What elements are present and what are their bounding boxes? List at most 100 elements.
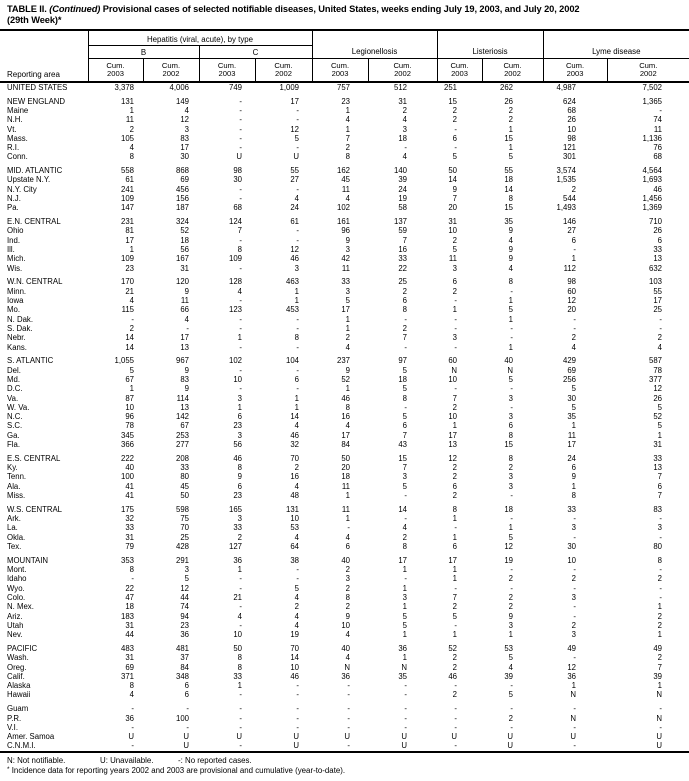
table-row: MID. ATLANTIC 558 868 98 55 162 140 50 55 3,574 4,… <box>0 166 689 175</box>
value-cell: - <box>131 741 134 751</box>
value-cell: 2 <box>452 690 458 700</box>
value-cell: 16 <box>398 245 408 255</box>
value-cell: - <box>296 323 300 333</box>
value-cell: 102 <box>228 356 242 366</box>
reporting-area-cell: Nev. <box>7 630 23 640</box>
value-cell: 74 <box>180 602 189 612</box>
value-cell: U <box>183 732 189 742</box>
value-cell: 2 <box>452 402 458 412</box>
value-cell: - <box>239 124 242 134</box>
reporting-area-cell: Okla. <box>7 532 26 542</box>
value-cell: 50 <box>180 490 189 500</box>
table-row: Ala. 41 45 6 4 11 5 6 3 1 6 <box>0 482 689 491</box>
value-cell: - <box>573 514 577 524</box>
value-cell: - <box>454 296 458 306</box>
value-cell: 9 <box>452 184 458 194</box>
value-cell: 24 <box>398 184 408 194</box>
value-cell: - <box>510 722 514 732</box>
value-cell: 2 <box>129 124 134 134</box>
value-cell: 1 <box>294 286 300 296</box>
value-cell: 53 <box>504 643 514 653</box>
value-cell: 131 <box>120 96 134 106</box>
value-cell: 9 <box>508 254 514 264</box>
reporting-area-cell: Wash. <box>7 653 29 663</box>
table-row: UNITED STATES 3,378 4,006 749 1,009 757 512 251… <box>0 82 689 92</box>
reporting-area-cell: NEW ENGLAND <box>7 96 66 106</box>
value-cell: 17 <box>180 143 189 153</box>
value-cell: 2 <box>402 105 408 115</box>
value-cell: 1 <box>345 384 351 394</box>
value-cell: U <box>656 741 663 751</box>
value-cell: - <box>239 235 242 245</box>
value-cell: 1,009 <box>279 82 300 92</box>
table-row: Calif. 371 348 33 46 36 35 46 39 36 39 <box>0 672 689 681</box>
reporting-area-cell: Nebr. <box>7 333 26 343</box>
value-cell: 7 <box>452 393 458 403</box>
value-cell: 12 <box>448 453 458 463</box>
column-header-cum-2002: Cum. 2002 <box>481 58 544 83</box>
value-cell: 109 <box>120 194 134 204</box>
value-cell: - <box>131 722 134 732</box>
value-cell: 6 <box>237 481 242 491</box>
value-cell: - <box>573 653 577 663</box>
value-cell: 4 <box>294 611 300 621</box>
reporting-area-cell: Calif. <box>7 671 25 681</box>
reporting-area-cell: Va. <box>7 393 19 403</box>
value-cell: 14 <box>504 184 514 194</box>
value-cell: - <box>239 314 242 324</box>
value-cell: - <box>659 532 663 542</box>
value-cell: 121 <box>563 143 577 153</box>
value-cell: 11 <box>341 481 351 491</box>
value-cell: 18 <box>504 175 514 185</box>
value-cell: 7 <box>402 430 408 440</box>
value-cell: 3 <box>571 630 577 640</box>
reporting-area-cell: D.C. <box>7 384 23 394</box>
header-group-row: Reporting area Hepatitis (viral, acute),… <box>0 28 689 83</box>
value-cell: 9 <box>345 611 351 621</box>
value-cell: 345 <box>120 430 134 440</box>
value-cell: - <box>296 722 300 732</box>
value-cell: 49 <box>653 643 663 653</box>
value-cell: - <box>659 105 663 115</box>
value-cell: 1 <box>402 630 408 640</box>
value-cell: 4 <box>345 630 351 640</box>
value-cell: 18 <box>398 374 408 384</box>
value-cell: 14 <box>290 412 300 422</box>
reporting-area-cell: PACIFIC <box>7 643 38 653</box>
value-cell: 83 <box>180 374 189 384</box>
value-cell: 1 <box>657 430 663 440</box>
document-title: TABLE II. (Continued) Provisional cases … <box>0 0 689 28</box>
value-cell: 33 <box>341 277 351 287</box>
value-cell: 8 <box>345 152 351 162</box>
value-cell: 624 <box>563 96 577 106</box>
reporting-area-cell: N. Dak. <box>7 314 33 324</box>
value-cell: 463 <box>286 277 300 287</box>
value-cell: 2 <box>345 333 351 343</box>
value-cell: 10 <box>290 662 300 672</box>
value-cell: 123 <box>228 305 242 315</box>
footnote-legend-dash: -: No reported cases. <box>178 755 252 765</box>
value-cell: 1,369 <box>642 203 663 213</box>
reporting-area-cell: S. Dak. <box>7 323 33 333</box>
value-cell: 31 <box>448 217 458 227</box>
value-cell: 20 <box>567 305 577 315</box>
value-cell: 6 <box>402 421 408 431</box>
value-cell: 2 <box>294 463 300 473</box>
value-cell: 128 <box>228 277 242 287</box>
value-cell: 1 <box>508 630 514 640</box>
value-cell: 4 <box>129 690 134 700</box>
table-row: R.I. 4 17 - - 2 - - 1 121 76 <box>0 143 689 152</box>
value-cell: 55 <box>290 166 300 176</box>
table-row: S. ATLANTIC 1,055 967 102 104 237 97 60 40 429 587 <box>0 356 689 365</box>
value-cell: 45 <box>180 481 189 491</box>
value-cell: 170 <box>120 277 134 287</box>
value-cell: - <box>239 602 242 612</box>
value-cell: 8 <box>657 555 663 565</box>
value-cell: 222 <box>120 453 134 463</box>
reporting-area-cell: R.I. <box>7 143 20 153</box>
value-cell: 6 <box>345 541 351 551</box>
table-body: UNITED STATES 3,378 4,006 749 1,009 757 512 251… <box>0 82 689 752</box>
value-cell: 6 <box>657 481 663 491</box>
reporting-area-cell: Ind. <box>7 235 21 245</box>
value-cell: 3 <box>452 333 458 343</box>
